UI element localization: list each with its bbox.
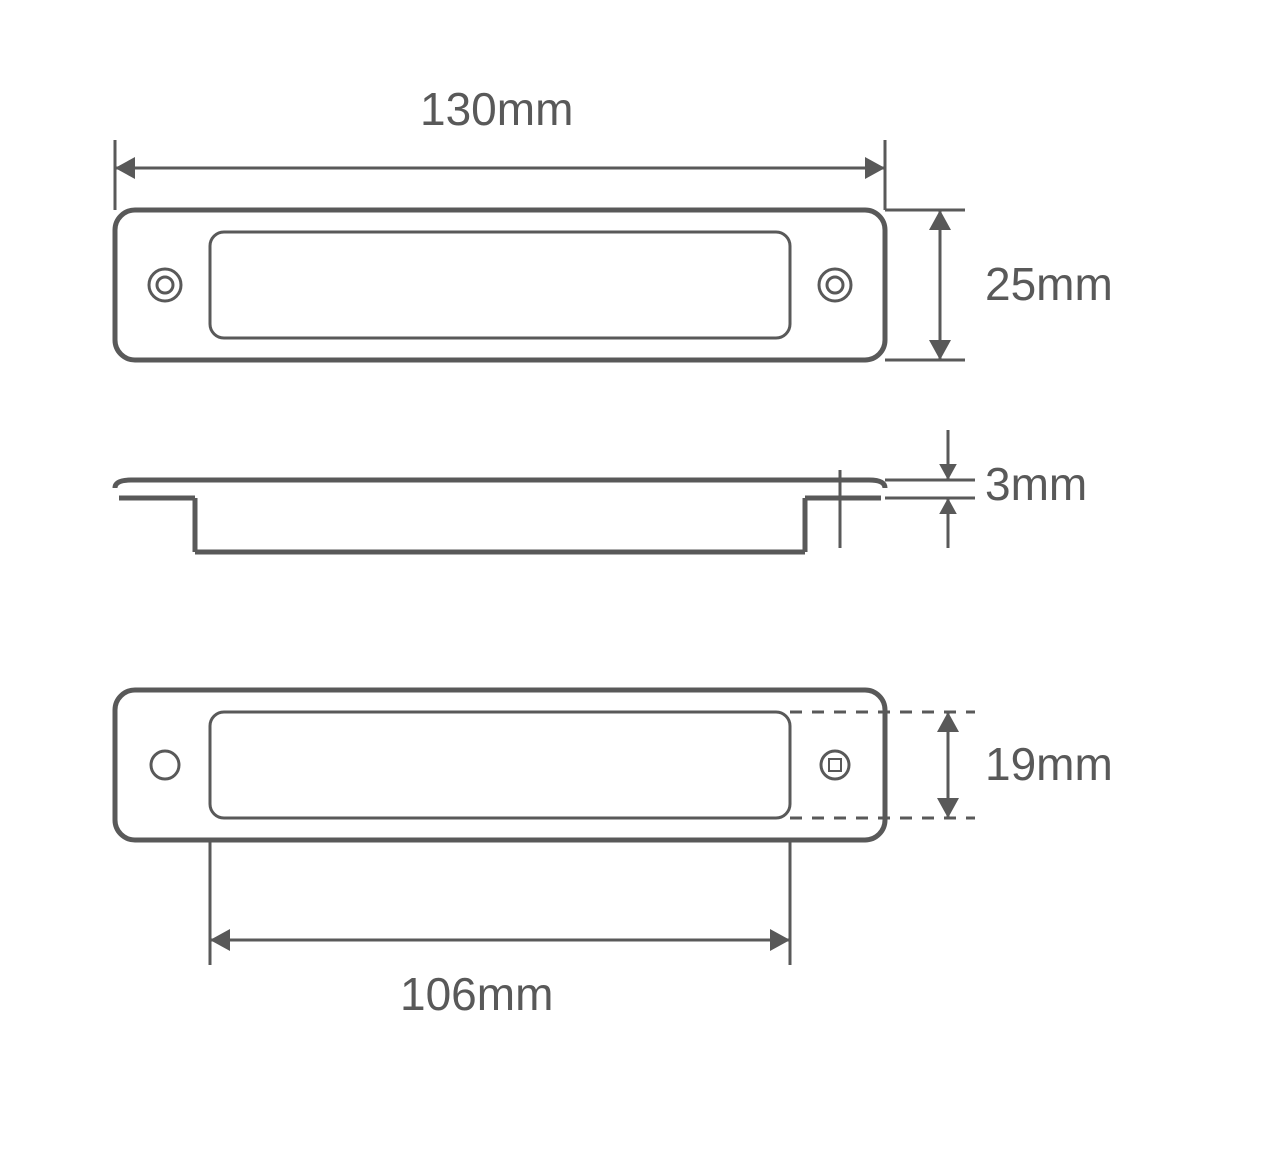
- dim-height-overall: 25mm: [985, 258, 1113, 310]
- dim-inner-width: 106mm: [400, 968, 553, 1020]
- technical-drawing: 130mm 25mm 3mm 19mm 106mm: [0, 0, 1280, 1172]
- dim-width-overall: 130mm: [420, 83, 573, 135]
- dim-inner-height: 19mm: [985, 738, 1113, 790]
- dim-flange-thickness: 3mm: [985, 458, 1087, 510]
